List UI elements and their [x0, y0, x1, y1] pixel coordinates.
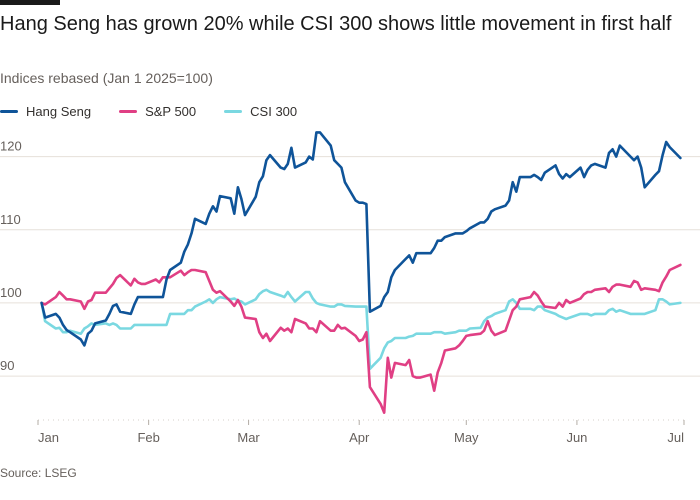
- legend-item-hang-seng: Hang Seng: [0, 104, 91, 119]
- legend-swatch-hang-seng: [0, 110, 18, 113]
- y-tick-label: 120: [0, 139, 22, 154]
- series-line-sp500: [40, 263, 682, 415]
- legend-item-csi300: CSI 300: [224, 104, 297, 119]
- y-tick-label: 110: [0, 212, 21, 227]
- line-chart: 90 100 110 120 Jan Feb Mar Apr May Jun Jul: [0, 131, 700, 445]
- series-line-hang-seng: [40, 131, 682, 347]
- x-tick-label: Jul: [667, 430, 684, 445]
- chart-subtitle: Indices rebased (Jan 1 2025=100): [0, 70, 213, 86]
- series-line-csi300: [40, 288, 682, 371]
- x-tick-label: Jun: [566, 430, 587, 445]
- legend-label-hang-seng: Hang Seng: [26, 104, 92, 119]
- legend-swatch-csi300: [224, 110, 243, 113]
- legend: Hang Seng S&P 500 CSI 300: [0, 104, 325, 119]
- legend-label-sp500: S&P 500: [145, 104, 197, 119]
- source-note: Source: LSEG: [0, 466, 77, 480]
- legend-label-csi300: CSI 300: [250, 104, 298, 119]
- chart-title: Hang Seng has grown 20% while CSI 300 sh…: [0, 13, 672, 35]
- legend-item-sp500: S&P 500: [119, 104, 196, 119]
- x-tick-label: Jan: [38, 430, 59, 445]
- legend-swatch-sp500: [119, 110, 138, 113]
- y-tick-label: 90: [0, 358, 14, 373]
- x-tick-label: Apr: [349, 430, 370, 445]
- x-tick-label: May: [454, 430, 479, 445]
- y-tick-label: 100: [0, 285, 22, 300]
- brand-bar: [0, 0, 60, 5]
- x-tick-label: Feb: [137, 430, 159, 445]
- x-tick-label: Mar: [237, 430, 260, 445]
